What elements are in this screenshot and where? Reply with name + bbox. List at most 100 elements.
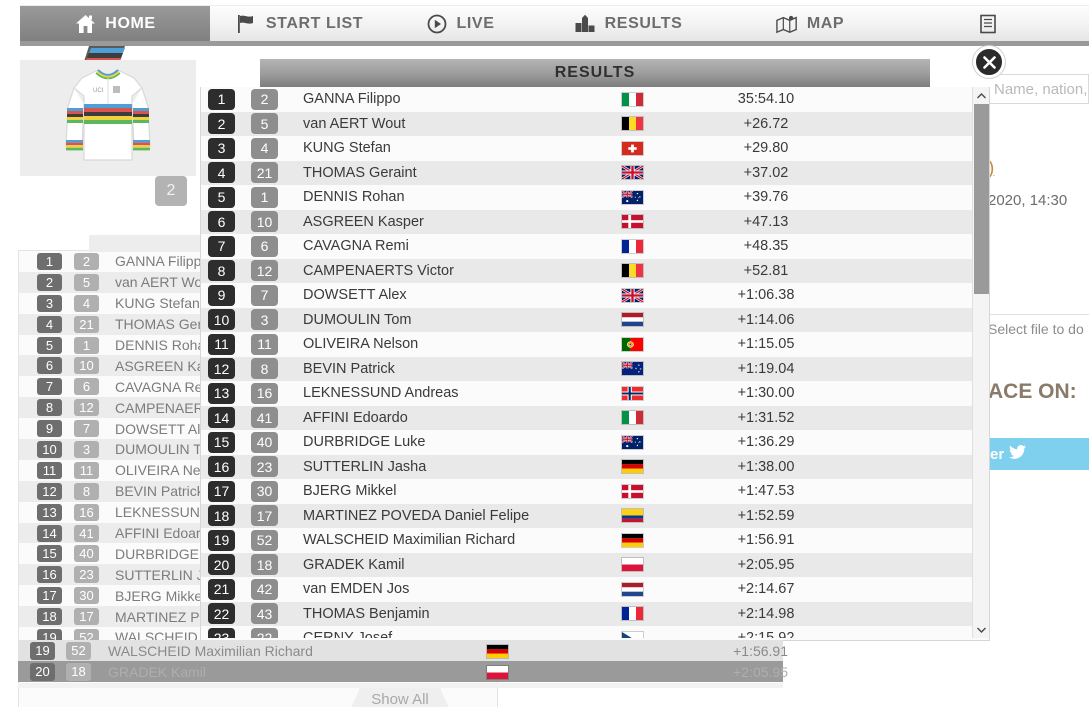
nav-tab-live[interactable]: LIVE [388, 5, 532, 41]
bib-badge: 7 [251, 284, 278, 306]
table-row[interactable]: 14 41 AFFINI Edoardo +1:31.52 [201, 405, 973, 430]
table-row[interactable]: 6 10 ASGREEN Kasper +47.13 [201, 209, 973, 234]
background-list-item[interactable]: 7 6 CAVAGNA Remi [19, 376, 497, 397]
table-row[interactable]: 11 11 OLIVEIRA Nelson +1:15.05 [201, 332, 973, 357]
nation-flag-icon [621, 434, 645, 450]
table-row[interactable]: 12 8 BEVIN Patrick +1:19.04 [201, 356, 973, 381]
table-row[interactable]: 13 16 LEKNESSUND Andreas +1:30.00 [201, 381, 973, 406]
background-rider-name: BJERG Mikkel [115, 587, 206, 604]
background-list-item[interactable]: 5 1 DENNIS Rohan [19, 335, 497, 356]
bib-badge: 17 [251, 505, 278, 527]
table-row[interactable]: 22 43 THOMAS Benjamin +2:14.98 [201, 601, 973, 626]
scroll-down-arrow[interactable] [973, 621, 990, 638]
nation-flag-icon [621, 581, 645, 597]
background-list-item[interactable]: 9 7 DOWSETT Alex [19, 418, 497, 439]
close-icon[interactable] [973, 46, 1005, 78]
select-file-label[interactable]: Select file to do [988, 314, 1089, 340]
nav-tab-map[interactable]: MAP [724, 5, 896, 41]
nav-tab-label: MAP [806, 14, 845, 32]
table-row[interactable]: 7 6 CAVAGNA Remi +48.35 [201, 234, 973, 259]
nav-tab-home[interactable]: HOME [20, 5, 210, 41]
results-scrollbar[interactable] [972, 87, 989, 638]
right-side-panel: Name, nation, bi ) 2020, 14:30 Select fi… [988, 46, 1089, 707]
follow-race-heading: ACE ON: [988, 380, 1077, 403]
background-rider-name: van AERT Wout [115, 274, 214, 291]
background-bib: 21 [74, 315, 99, 333]
bib-badge: 43 [251, 603, 278, 625]
table-row[interactable]: 2 5 van AERT Wout +26.72 [201, 111, 973, 136]
table-row[interactable]: 17 30 BJERG Mikkel +1:47.53 [201, 479, 973, 504]
jersey-bib-number: 2 [155, 176, 187, 206]
table-row[interactable]: 10 3 DUMOULIN Tom +1:14.06 [201, 307, 973, 332]
show-all-bar [18, 683, 783, 688]
nav-tab-more[interactable] [896, 5, 1089, 41]
rank-badge: 15 [208, 431, 235, 453]
nav-baseline [20, 41, 1089, 46]
nav-tab-start-list[interactable]: START LIST [210, 5, 388, 41]
table-row[interactable]: 23 22 CERNY Josef +2:15.92 [201, 626, 973, 638]
result-time: +29.80 [743, 140, 789, 157]
rank-badge: 4 [208, 162, 235, 184]
background-bib: 30 [74, 587, 99, 605]
scrollbar-thumb[interactable] [974, 104, 989, 294]
table-row[interactable]: 5 1 DENNIS Rohan +39.76 [201, 185, 973, 210]
table-row[interactable]: 4 21 THOMAS Geraint +37.02 [201, 160, 973, 185]
result-time: +48.35 [743, 238, 789, 255]
background-rider-name: OLIVEIRA Nelson [115, 462, 227, 479]
flag-icon [235, 13, 257, 35]
modal-title-ribbon: RESULTS [260, 59, 930, 87]
nation-flag-icon [621, 312, 645, 328]
twitter-follow-button[interactable]: er [988, 438, 1089, 470]
result-time: 35:54.10 [737, 91, 795, 108]
bib-badge: 8 [251, 358, 278, 380]
rank-badge: 14 [208, 407, 235, 429]
table-row[interactable]: 8 12 CAMPENAERTS Victor +52.81 [201, 258, 973, 283]
background-rank: 3 [37, 294, 62, 312]
background-bib: 11 [74, 461, 99, 479]
table-row[interactable]: 16 23 SUTTERLIN Jasha +1:38.00 [201, 454, 973, 479]
rider-name: BJERG Mikkel [303, 483, 397, 500]
nav-tab-label: RESULTS [604, 14, 683, 32]
background-list-item[interactable]: 1 2 GANNA Filippo [19, 251, 497, 272]
rider-name: DUMOULIN Tom [303, 311, 412, 328]
background-bib: 4 [74, 294, 99, 312]
background-list-item[interactable]: 3 4 KUNG Stefan [19, 293, 497, 314]
background-bib: 2 [74, 252, 99, 270]
table-row[interactable]: 21 42 van EMDEN Jos +2:14.67 [201, 577, 973, 602]
rider-name: van EMDEN Jos [303, 581, 410, 598]
nation-flag-icon [621, 189, 645, 205]
background-bib: 10 [74, 357, 99, 375]
background-rank: 6 [37, 357, 62, 375]
background-rider-name: WALSCHEID Maximilian Richard [108, 642, 313, 659]
search-input[interactable]: Name, nation, bi [988, 74, 1089, 104]
background-bottom-row[interactable]: 20 18 GRADEK Kamil +2:05.95 [18, 661, 788, 682]
map-icon [776, 13, 798, 35]
rank-badge: 6 [208, 211, 235, 233]
nation-flag-icon [621, 140, 645, 156]
table-row[interactable]: 15 40 DURBRIDGE Luke +1:36.29 [201, 430, 973, 455]
background-list-item[interactable]: 17 30 BJERG Mikkel [19, 585, 497, 606]
table-row[interactable]: 19 52 WALSCHEID Maximilian Richard +1:56.91 [201, 528, 973, 553]
table-row[interactable]: 20 18 GRADEK Kamil +2:05.95 [201, 552, 973, 577]
table-row[interactable]: 9 7 DOWSETT Alex +1:06.38 [201, 283, 973, 308]
scroll-up-arrow[interactable] [973, 87, 990, 104]
nav-tab-results[interactable]: RESULTS [532, 5, 724, 41]
rank-badge: 1 [208, 88, 235, 110]
background-rider-name: THOMAS Geraint [115, 316, 225, 333]
nation-flag-icon [486, 643, 509, 659]
bib-badge: 1 [251, 186, 278, 208]
bib-badge: 22 [251, 627, 278, 638]
background-rider-name: GRADEK Kamil [108, 663, 207, 680]
race-link[interactable]: ) [988, 158, 995, 179]
show-all-button[interactable]: Show All [350, 688, 450, 707]
table-row[interactable]: 3 4 KUNG Stefan +29.80 [201, 136, 973, 161]
bib-badge: 10 [251, 211, 278, 233]
background-list-item[interactable]: 11 11 OLIVEIRA Nelson [19, 460, 497, 481]
table-row[interactable]: 1 2 GANNA Filippo 35:54.10 [201, 87, 973, 112]
result-time: +2:05.95 [737, 556, 795, 573]
background-bottom-row[interactable]: 19 52 WALSCHEID Maximilian Richard +1:56.91 [18, 640, 788, 661]
table-row[interactable]: 18 17 MARTINEZ POVEDA Daniel Felipe +1:52.5… [201, 503, 973, 528]
nation-flag-icon [621, 361, 645, 377]
rider-name: van AERT Wout [303, 115, 406, 132]
bib-badge: 2 [251, 88, 278, 110]
